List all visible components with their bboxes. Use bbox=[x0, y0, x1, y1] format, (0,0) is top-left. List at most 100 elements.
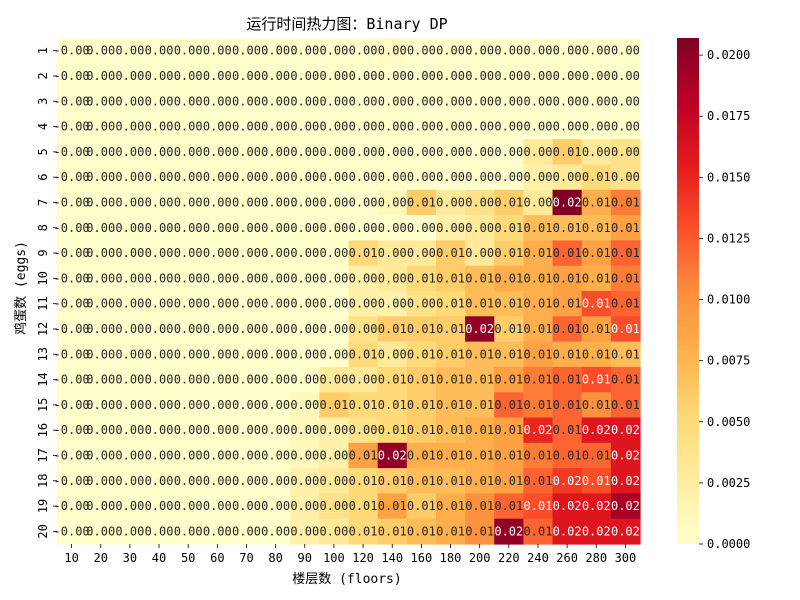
heatmap-cell-label: 0.01 bbox=[524, 347, 553, 361]
heatmap-cell-label: 0.01 bbox=[553, 398, 582, 412]
heatmap-cell bbox=[552, 88, 583, 115]
x-tick-label: 40 bbox=[152, 551, 166, 565]
heatmap-cell bbox=[261, 240, 291, 267]
heatmap-cell bbox=[494, 63, 524, 90]
heatmap-cell bbox=[86, 392, 116, 419]
heatmap-cell-label: 0.00 bbox=[145, 347, 174, 361]
x-tick-label: 140 bbox=[381, 551, 403, 565]
heatmap-cell bbox=[552, 265, 583, 292]
heatmap-cell-label: 0.01 bbox=[319, 398, 348, 412]
y-tick-label: 12 bbox=[36, 322, 50, 336]
heatmap-cell bbox=[57, 189, 87, 216]
heatmap-cell-label: -0.00 bbox=[54, 322, 90, 336]
heatmap-cell-label: 0.01 bbox=[582, 373, 611, 387]
heatmap-cell bbox=[377, 316, 408, 343]
heatmap-cell bbox=[86, 63, 116, 90]
heatmap-cell-label: 0.00 bbox=[174, 271, 203, 285]
y-tick-label: 3 bbox=[36, 98, 50, 105]
heatmap-cell-label: 0.00 bbox=[232, 221, 261, 235]
heatmap-cell bbox=[377, 493, 408, 520]
heatmap-cell-label: 0.00 bbox=[232, 347, 261, 361]
heatmap-cell bbox=[494, 392, 524, 419]
heatmap-cell-label: 0.01 bbox=[465, 474, 494, 488]
heatmap-cell bbox=[290, 88, 320, 115]
colorbar-tick-label: 0.0150 bbox=[707, 170, 750, 184]
heatmap-cell-label: 0.00 bbox=[261, 423, 290, 437]
heatmap-cell bbox=[115, 265, 146, 292]
heatmap-cell bbox=[581, 113, 612, 140]
heatmap-cell bbox=[144, 88, 175, 115]
heatmap-cell bbox=[465, 265, 495, 292]
heatmap-cell-label: 0.01 bbox=[553, 373, 582, 387]
heatmap-cell bbox=[173, 468, 204, 494]
heatmap-cell-label: 0.00 bbox=[174, 120, 203, 134]
heatmap-cell bbox=[406, 164, 437, 191]
heatmap-cell bbox=[290, 240, 320, 267]
heatmap-cell-label: 0.00 bbox=[261, 322, 290, 336]
heatmap-cell bbox=[290, 265, 320, 292]
heatmap-cell bbox=[319, 63, 350, 90]
heatmap-cell-label: 0.00 bbox=[465, 145, 494, 159]
heatmap-cell bbox=[86, 265, 116, 292]
heatmap-cell bbox=[115, 518, 146, 545]
heatmap-cell-label: 0.01 bbox=[465, 499, 494, 513]
heatmap-cell-label: 0.00 bbox=[261, 195, 290, 209]
heatmap-cell bbox=[348, 164, 379, 191]
heatmap-cell-label: 0.00 bbox=[115, 297, 144, 311]
colorbar-tick-label: 0.0025 bbox=[707, 476, 750, 490]
x-tick-label: 90 bbox=[298, 551, 312, 565]
heatmap-cell-label: -0.00 bbox=[54, 145, 90, 159]
heatmap-cell-label: 0.01 bbox=[553, 297, 582, 311]
heatmap-cell-label: 0.00 bbox=[349, 271, 378, 285]
heatmap-cell bbox=[435, 392, 466, 419]
heatmap-cell-label: 0.00 bbox=[319, 69, 348, 83]
y-tick-label: 10 bbox=[36, 271, 50, 285]
heatmap-cell-label: 0.00 bbox=[349, 44, 378, 58]
heatmap-cell-label: 0.00 bbox=[378, 170, 407, 184]
heatmap-cell bbox=[86, 215, 116, 241]
heatmap-cell-label: 0.00 bbox=[115, 195, 144, 209]
heatmap-cell-label: 0.00 bbox=[582, 145, 611, 159]
heatmap-cell-label: 0.00 bbox=[465, 195, 494, 209]
heatmap-cell bbox=[261, 468, 291, 494]
heatmap-cell-label: 0.01 bbox=[407, 499, 436, 513]
heatmap-cell bbox=[581, 240, 612, 267]
heatmap-cell-label: 0.00 bbox=[378, 297, 407, 311]
heatmap-cell-label: 0.00 bbox=[261, 297, 290, 311]
y-tick-label: 17 bbox=[36, 448, 50, 462]
heatmap-cell-label: 0.01 bbox=[494, 195, 523, 209]
heatmap-cell bbox=[494, 113, 524, 140]
heatmap-cell-label: 0.00 bbox=[261, 499, 290, 513]
heatmap-cell bbox=[610, 518, 641, 545]
heatmap-cell bbox=[115, 63, 146, 90]
heatmap-cell bbox=[290, 518, 320, 545]
heatmap-cell bbox=[523, 341, 554, 368]
heatmap-cell-label: 0.01 bbox=[494, 322, 523, 336]
heatmap-cell bbox=[86, 38, 116, 64]
heatmap-cell bbox=[57, 215, 87, 241]
heatmap-cell-label: 0.01 bbox=[494, 448, 523, 462]
heatmap-cell-label: 0.00 bbox=[553, 120, 582, 134]
heatmap-cell-label: 0.01 bbox=[524, 398, 553, 412]
heatmap-cell bbox=[406, 215, 437, 241]
heatmap-cell bbox=[231, 518, 262, 545]
heatmap-cell bbox=[406, 493, 437, 520]
heatmap-cell-label: 0.00 bbox=[203, 246, 232, 260]
heatmap-cell bbox=[57, 38, 87, 64]
heatmap-cell-label: 0.00 bbox=[378, 271, 407, 285]
heatmap-cell bbox=[406, 113, 437, 140]
heatmap-cell bbox=[377, 518, 408, 545]
heatmap-cell bbox=[261, 88, 291, 115]
heatmap-cell bbox=[173, 265, 204, 292]
heatmap-cell bbox=[465, 417, 495, 444]
heatmap-cell-label: 0.00 bbox=[203, 373, 232, 387]
y-tick-label: 5 bbox=[36, 148, 50, 155]
heatmap-cell-label: 0.00 bbox=[319, 524, 348, 538]
heatmap-cell-label: 0.00 bbox=[174, 170, 203, 184]
heatmap-cell-label: 0.00 bbox=[349, 221, 378, 235]
heatmap-cell bbox=[57, 493, 87, 520]
heatmap-cell bbox=[144, 139, 175, 166]
heatmap-cell-label: 0.00 bbox=[203, 170, 232, 184]
heatmap-cell bbox=[86, 442, 116, 469]
heatmap-cell bbox=[552, 189, 583, 216]
